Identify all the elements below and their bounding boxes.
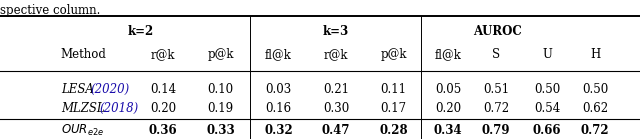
Text: 0.66: 0.66 — [533, 124, 561, 137]
Text: 0.72: 0.72 — [483, 102, 509, 115]
Text: 0.05: 0.05 — [435, 83, 461, 96]
Text: 0.36: 0.36 — [149, 124, 177, 137]
Text: 0.21: 0.21 — [323, 83, 349, 96]
Text: 0.47: 0.47 — [322, 124, 350, 137]
Text: 0.54: 0.54 — [534, 102, 561, 115]
Text: 0.32: 0.32 — [264, 124, 292, 137]
Text: 0.10: 0.10 — [208, 83, 234, 96]
Text: r@k: r@k — [151, 48, 175, 61]
Text: (2020): (2020) — [90, 83, 129, 96]
Text: H: H — [590, 48, 600, 61]
Text: S: S — [492, 48, 500, 61]
Text: spective column.: spective column. — [0, 4, 100, 17]
Text: 0.03: 0.03 — [265, 83, 292, 96]
Text: k=2: k=2 — [127, 25, 154, 38]
Text: 0.16: 0.16 — [266, 102, 291, 115]
Text: MLZSL: MLZSL — [61, 102, 107, 115]
Text: (2018): (2018) — [99, 102, 138, 115]
Text: 0.19: 0.19 — [208, 102, 234, 115]
Text: p@k: p@k — [380, 48, 407, 61]
Text: 0.20: 0.20 — [150, 102, 176, 115]
Text: 0.20: 0.20 — [435, 102, 461, 115]
Text: r@k: r@k — [324, 48, 348, 61]
Text: 0.14: 0.14 — [150, 83, 176, 96]
Text: 0.11: 0.11 — [381, 83, 406, 96]
Text: AUROC: AUROC — [473, 25, 522, 38]
Text: 0.30: 0.30 — [323, 102, 349, 115]
Text: k=3: k=3 — [323, 25, 349, 38]
Text: U: U — [542, 48, 552, 61]
Text: 0.28: 0.28 — [380, 124, 408, 137]
Text: LESA: LESA — [61, 83, 96, 96]
Text: 0.51: 0.51 — [483, 83, 509, 96]
Text: fl@k: fl@k — [435, 48, 461, 61]
Text: 0.33: 0.33 — [207, 124, 235, 137]
Text: fl@k: fl@k — [265, 48, 292, 61]
Text: 0.72: 0.72 — [581, 124, 609, 137]
Text: 0.34: 0.34 — [434, 124, 462, 137]
Text: 0.62: 0.62 — [582, 102, 608, 115]
Text: $\mathit{OUR}_{e2e}$: $\mathit{OUR}_{e2e}$ — [61, 123, 104, 138]
Text: p@k: p@k — [207, 48, 234, 61]
Text: 0.17: 0.17 — [381, 102, 406, 115]
Text: 0.50: 0.50 — [534, 83, 561, 96]
Text: Method: Method — [61, 48, 107, 61]
Text: 0.79: 0.79 — [482, 124, 510, 137]
Text: 0.50: 0.50 — [582, 83, 609, 96]
